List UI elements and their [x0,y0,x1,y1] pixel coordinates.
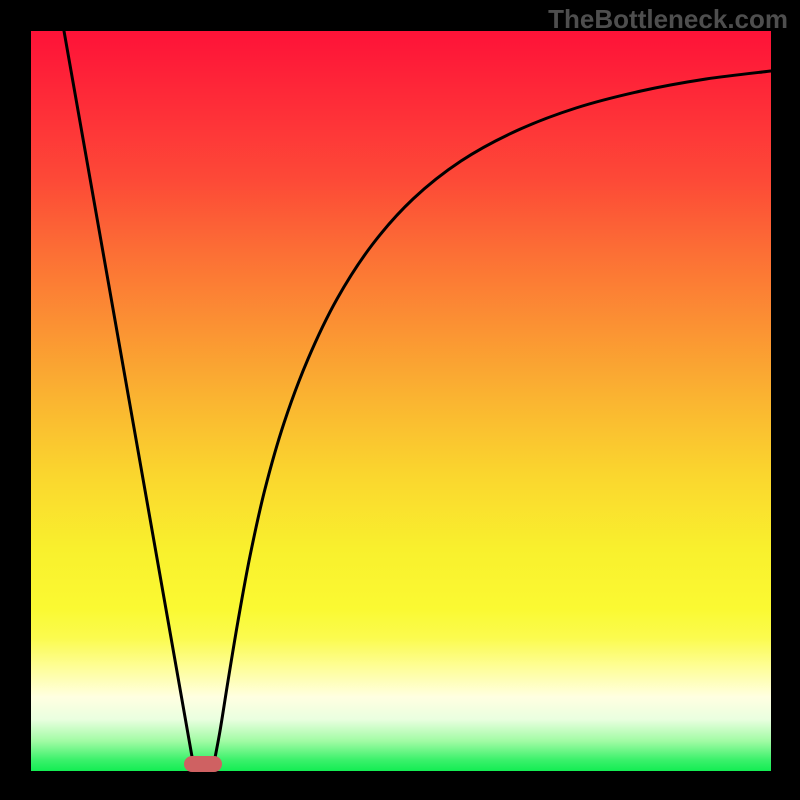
plot-area [31,31,771,771]
plot-svg [31,31,771,771]
valley-marker [184,756,222,772]
gradient-background [31,31,771,771]
watermark-text: TheBottleneck.com [548,4,788,35]
chart-root: TheBottleneck.com [0,0,800,800]
